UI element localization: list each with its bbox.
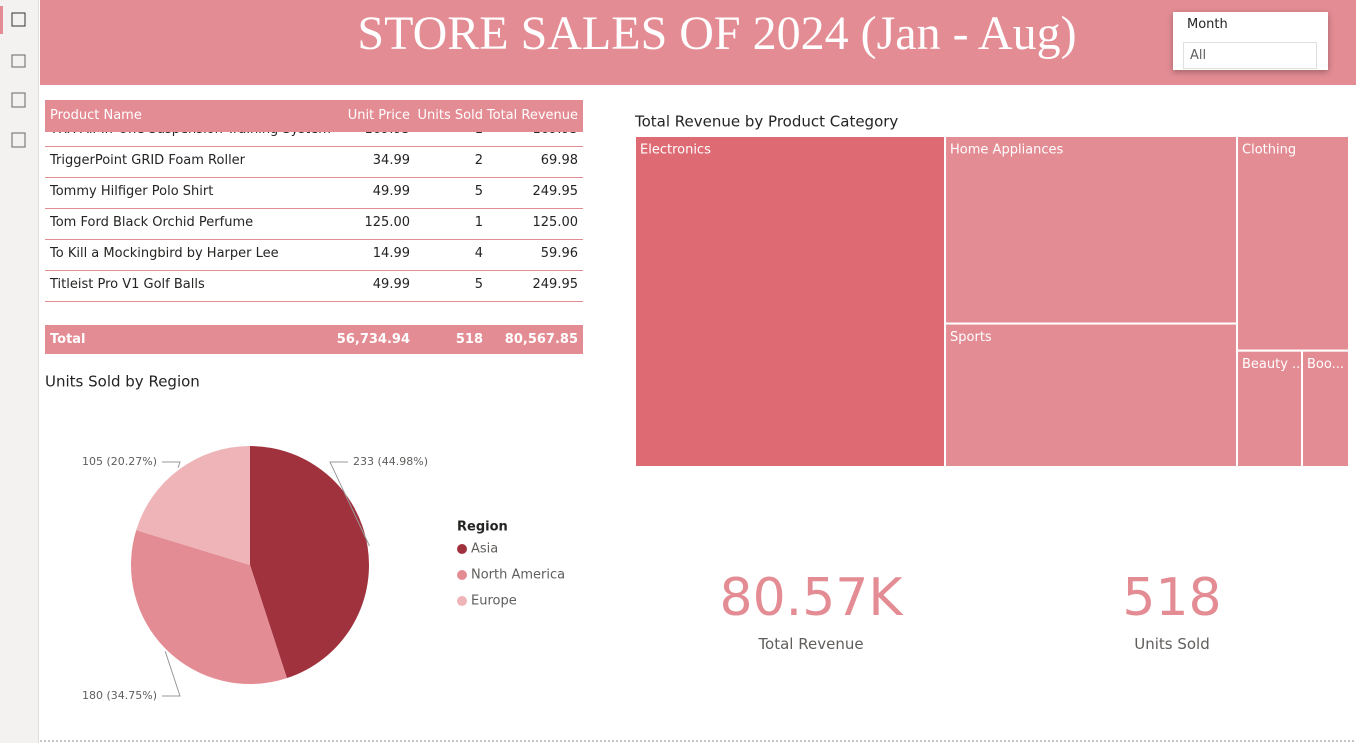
table-cell: Tommy Hilfiger Polo Shirt xyxy=(50,184,214,199)
card-label: Units Sold xyxy=(1134,635,1210,653)
legend-marker xyxy=(457,570,467,580)
table-cell: 59.96 xyxy=(540,246,578,261)
table-cell: 249.95 xyxy=(532,277,579,292)
column-header: Product Name xyxy=(50,108,142,123)
month-slicer[interactable]: Month All xyxy=(1173,12,1328,70)
legend-entry: Asia xyxy=(471,542,498,557)
tile-label: Boo... xyxy=(1307,357,1344,372)
tile-label: Sports xyxy=(950,330,992,345)
data-label: 105 (20.27%) xyxy=(82,455,157,468)
legend-title: Region xyxy=(457,520,508,535)
table-row: To Kill a Mockingbird by Harper Lee 14.99… xyxy=(45,239,583,271)
pie-slice xyxy=(136,446,250,565)
tile-label: Beauty ... xyxy=(1242,357,1304,372)
table-cell: 169.95 xyxy=(533,132,579,137)
legend-entry: Europe xyxy=(471,594,517,609)
tile-label: Home Appliances xyxy=(950,143,1063,158)
card-value: 518 xyxy=(1122,568,1222,628)
table-row: Titleist Pro V1 Golf Balls 49.99 5 249.95 xyxy=(45,270,583,302)
table-row: Tommy Hilfiger Polo Shirt 49.99 5 249.95 xyxy=(45,177,583,209)
table-cell: To Kill a Mockingbird by Harper Lee xyxy=(50,246,279,261)
table-row: TRX All-In-One Suspension Training Syste… xyxy=(45,132,583,147)
tile-label: Electronics xyxy=(640,143,711,158)
nav-icons xyxy=(0,6,26,148)
data-label: 180 (34.75%) xyxy=(82,689,157,702)
treemap-tile xyxy=(944,135,1239,325)
slicer-value: All xyxy=(1190,48,1207,63)
card-value: 80.57K xyxy=(719,568,903,628)
table-cell: 49.99 xyxy=(372,277,410,292)
treemap-tile xyxy=(634,135,947,468)
treemap-tile xyxy=(1236,349,1304,468)
report-title: STORE SALES OF 2024 (Jan - Aug) xyxy=(357,7,1077,60)
total-cell: 56,734.94 xyxy=(336,332,410,347)
sidebar xyxy=(0,0,39,743)
chart-title: Units Sold by Region xyxy=(45,373,200,391)
treemap-tile xyxy=(1301,349,1350,468)
table-row: Tom Ford Black Orchid Perfume 125.00 1 125.… xyxy=(45,208,583,240)
table-cell: Titleist Pro V1 Golf Balls xyxy=(50,277,205,292)
table-cell: 125.00 xyxy=(532,215,579,230)
legend-marker xyxy=(457,596,467,606)
header-band xyxy=(40,0,1356,85)
legend-marker xyxy=(457,544,467,554)
pie-slice xyxy=(130,530,287,684)
table-cell: 1 xyxy=(475,132,483,137)
table-cell: 125.00 xyxy=(364,215,411,230)
table-cell: 14.99 xyxy=(372,246,410,261)
total-cell: 80,567.85 xyxy=(504,332,578,347)
leader-line xyxy=(162,651,181,697)
column-header: Unit Price xyxy=(347,108,410,123)
tile-label: Clothing xyxy=(1242,143,1296,158)
table-total: Total 56,734.94 518 80,567.85 xyxy=(45,325,583,354)
table-cell: 49.99 xyxy=(372,184,410,199)
slicer-label: Month xyxy=(1187,17,1228,32)
data-label: 233 (44.98%) xyxy=(353,455,428,468)
table-cell: TriggerPoint GRID Foam Roller xyxy=(50,153,246,168)
total-cell: Total xyxy=(50,332,86,347)
table-cell: 2 xyxy=(474,153,483,168)
table-cell: 5 xyxy=(474,184,483,199)
table-cell: TRX All-In-One Suspension Training Syste… xyxy=(50,132,331,137)
table-row: TriggerPoint GRID Foam Roller 34.99 2 69.98 xyxy=(45,146,583,178)
table-cell: Tom Ford Black Orchid Perfume xyxy=(50,215,254,230)
leader-line xyxy=(162,461,181,468)
card-label: Total Revenue xyxy=(758,635,864,653)
table-body: TRX All-In-One Suspension Training Syste… xyxy=(45,132,583,325)
chart-title: Total Revenue by Product Category xyxy=(634,113,898,131)
table-cell: 169.95 xyxy=(365,132,411,137)
table-cell: 5 xyxy=(474,277,483,292)
table-cell: 1 xyxy=(474,215,483,230)
slicer-dropdown[interactable]: All xyxy=(1183,42,1317,69)
pie-slice xyxy=(250,446,370,679)
column-header: Units Sold xyxy=(417,108,483,123)
legend-entry: North America xyxy=(471,568,565,583)
table-cell: 249.95 xyxy=(532,184,579,199)
treemap-tile xyxy=(1236,135,1350,352)
table-cell: 34.99 xyxy=(372,153,410,168)
table-cell: 69.98 xyxy=(540,153,578,168)
leader-line xyxy=(329,461,370,547)
treemap-tile xyxy=(944,322,1239,468)
table-header: Product Name Unit Price Units Sold Total Re… xyxy=(45,100,583,132)
total-cell: 518 xyxy=(455,332,483,347)
column-header: Total Revenue xyxy=(486,108,578,123)
table-cell: 4 xyxy=(474,246,483,261)
product-table: Product Name Unit Price Units Sold Total Re… xyxy=(45,100,583,354)
